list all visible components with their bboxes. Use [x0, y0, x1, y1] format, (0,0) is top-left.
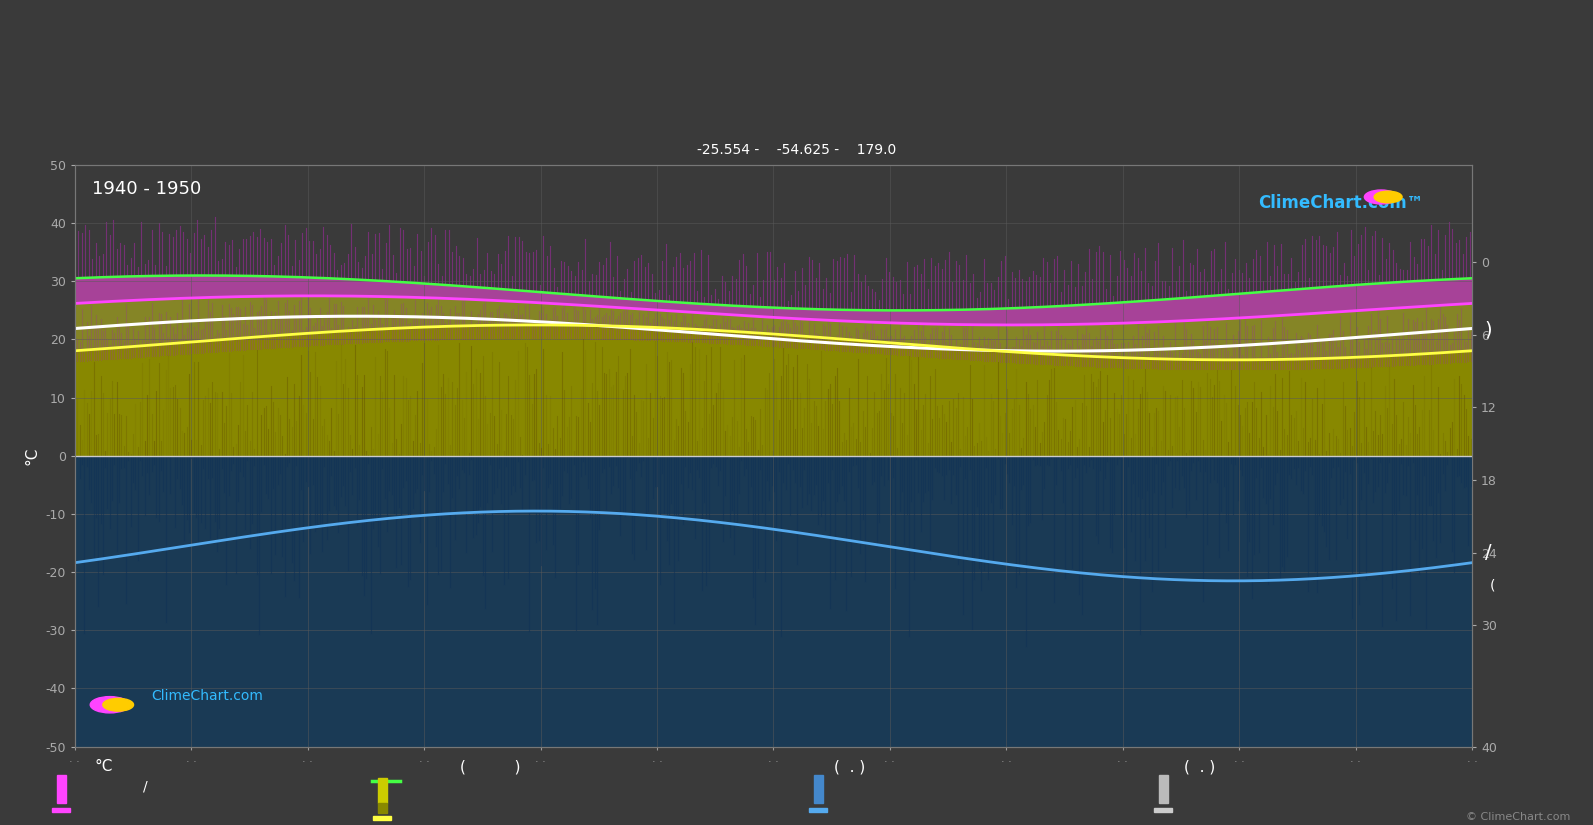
Bar — [814, 775, 824, 803]
Text: 1940 - 1950: 1940 - 1950 — [92, 180, 201, 197]
Text: (  . ): ( . ) — [835, 759, 865, 775]
Text: /: / — [1485, 543, 1491, 563]
Text: /: / — [143, 780, 147, 794]
Bar — [1160, 775, 1168, 803]
Text: °C: °C — [96, 759, 113, 775]
Text: ClimeChart.com: ClimeChart.com — [151, 689, 263, 703]
Bar — [809, 808, 827, 812]
Bar — [53, 808, 70, 812]
Bar — [378, 803, 387, 813]
Y-axis label: °C: °C — [25, 446, 40, 465]
Bar — [57, 775, 65, 803]
Text: (: ( — [1489, 579, 1494, 592]
Circle shape — [104, 698, 134, 711]
Circle shape — [91, 696, 129, 713]
Bar — [1153, 808, 1172, 812]
Text: (          ): ( ) — [460, 759, 521, 775]
Text: ClimeChart.com™: ClimeChart.com™ — [1257, 194, 1423, 212]
Text: © ClimeChart.com: © ClimeChart.com — [1466, 812, 1571, 822]
Text: (  . ): ( . ) — [1184, 759, 1215, 775]
Circle shape — [1375, 191, 1402, 203]
Text: ): ) — [1485, 320, 1493, 340]
Circle shape — [1364, 190, 1399, 204]
Bar — [373, 816, 390, 820]
Bar — [378, 778, 387, 803]
Text: -25.554 -    -54.625 -    179.0: -25.554 - -54.625 - 179.0 — [696, 143, 897, 157]
